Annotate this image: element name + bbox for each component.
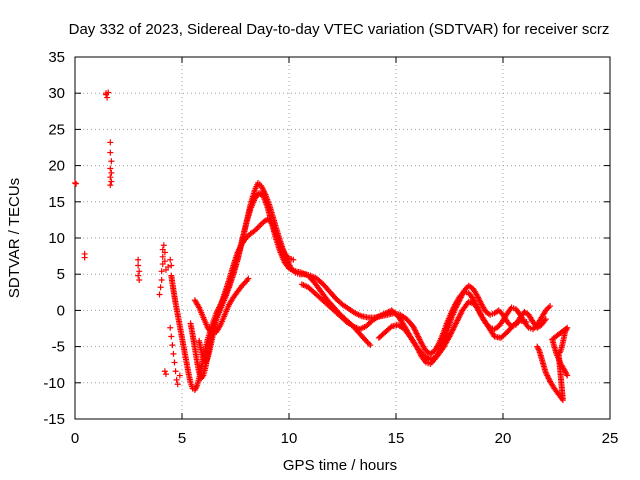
data-point — [564, 372, 571, 379]
x-tick-label: 15 — [388, 430, 405, 447]
data-point — [72, 179, 78, 186]
y-tick-label: 5 — [57, 266, 65, 283]
x-tick-label: 10 — [281, 430, 298, 447]
data-point — [108, 178, 115, 185]
x-tick-label: 0 — [71, 430, 79, 447]
chart-title: Day 332 of 2023, Sidereal Day-to-day VTE… — [69, 21, 610, 38]
y-tick-label: 25 — [48, 121, 65, 138]
data-point — [176, 372, 183, 379]
y-tick-label: 15 — [48, 194, 65, 211]
y-tick-label: 20 — [48, 158, 65, 175]
data-point — [107, 182, 114, 189]
data-point — [173, 376, 180, 383]
series-arc-c — [196, 216, 297, 366]
y-tick-label: -5 — [52, 339, 65, 356]
data-point — [107, 139, 114, 146]
data-point — [171, 359, 178, 366]
data-point — [174, 381, 181, 388]
data-point — [170, 350, 177, 357]
data-point — [81, 254, 88, 261]
data-point — [73, 180, 80, 187]
y-tick-label: -15 — [43, 411, 65, 428]
data-point — [161, 368, 168, 375]
data-point — [290, 256, 297, 263]
data-point — [257, 221, 264, 228]
y-tick-label: 0 — [57, 302, 65, 319]
x-tick-label: 5 — [178, 430, 186, 447]
data-point — [165, 263, 172, 270]
data-point — [167, 256, 174, 263]
data-point — [245, 275, 252, 282]
series-early-scatter — [72, 89, 183, 388]
x-axis-label: GPS time / hours — [283, 457, 397, 474]
data-point — [497, 308, 504, 315]
data-point — [136, 268, 143, 275]
x-tick-label: 25 — [602, 430, 619, 447]
y-axis-label: SDTVAR / TECUs — [6, 178, 23, 298]
series-arc-f — [375, 298, 530, 363]
data-point — [159, 253, 166, 260]
data-points — [72, 89, 571, 404]
data-point — [545, 304, 552, 311]
data-point — [169, 342, 176, 349]
data-point — [135, 256, 142, 263]
data-point — [168, 262, 175, 269]
data-point — [107, 149, 114, 156]
data-point — [156, 291, 163, 298]
data-point — [254, 224, 261, 231]
grid — [75, 57, 610, 419]
data-point — [162, 371, 169, 378]
data-point — [157, 284, 164, 291]
data-point — [107, 165, 114, 172]
data-point — [136, 276, 143, 283]
data-point — [547, 303, 554, 310]
data-point — [107, 174, 114, 181]
data-point — [103, 91, 110, 98]
data-point — [104, 94, 111, 101]
y-tick-label: -10 — [43, 375, 65, 392]
y-tick-label: 35 — [48, 49, 65, 66]
data-point — [161, 258, 168, 265]
y-tick-label: 30 — [48, 85, 65, 102]
data-point — [135, 272, 142, 279]
data-point — [161, 249, 168, 256]
data-point — [367, 342, 374, 349]
series-late-tail — [534, 324, 571, 404]
axis-ticks: 0 5 10 15 20 25 -15 -10 -5 0 5 10 15 20 25 30 35 — [43, 49, 618, 447]
data-point — [167, 324, 174, 331]
data-point — [108, 169, 115, 176]
data-point — [135, 262, 142, 269]
data-point — [108, 158, 115, 165]
data-point — [158, 276, 165, 283]
data-point — [256, 223, 263, 230]
data-point — [158, 268, 165, 275]
series-arc-b — [187, 190, 374, 382]
x-tick-label: 20 — [495, 430, 512, 447]
data-point — [365, 340, 372, 347]
data-point — [542, 316, 549, 323]
data-point — [172, 368, 179, 375]
data-point — [523, 318, 530, 325]
series-arc-d — [191, 275, 252, 337]
data-point — [160, 242, 167, 249]
data-point — [168, 333, 175, 340]
y-tick-label: 10 — [48, 230, 65, 247]
